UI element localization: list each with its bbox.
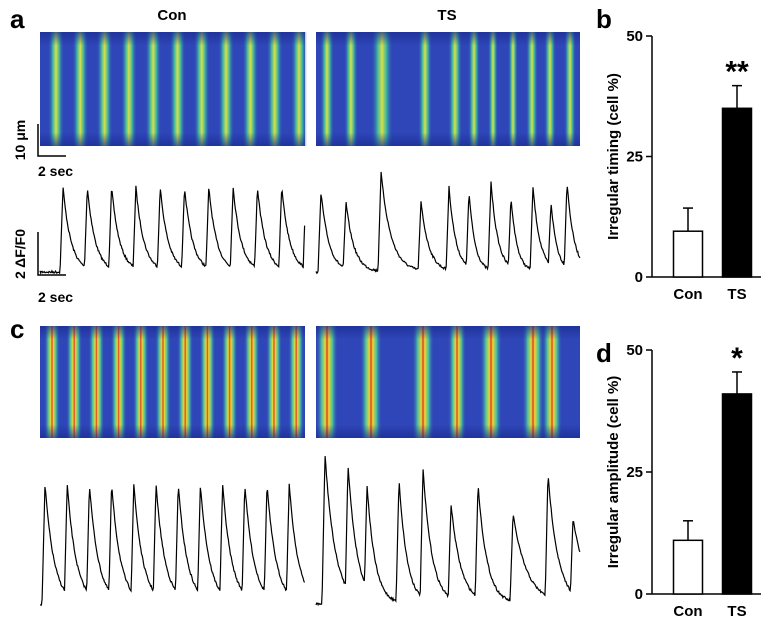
y-tick-label: 25 [626,464,643,481]
panel-label: a [10,4,25,34]
x-tick-label: Con [673,603,702,620]
annotation: ** [725,56,749,89]
y-tick-label: 50 [626,28,643,45]
trace [315,456,581,607]
trace [39,185,306,275]
panel-label: c [10,314,24,344]
panel-label: d [596,338,612,368]
bar [721,107,753,278]
bar-chart: 0 25 50 Irregular timing (cell %) Con TS ** [605,28,761,303]
x-tick-label: TS [727,603,746,620]
column-title: Con [157,7,186,24]
scan-edge [316,326,580,438]
trace [315,171,581,274]
bar [672,539,704,595]
traces [39,171,581,607]
scale-bars [37,124,66,276]
panel-label: b [596,4,612,34]
y-axis-label: Irregular amplitude (cell %) [605,376,622,569]
scale-bar [37,232,66,276]
y-axis-label: Irregular timing (cell %) [605,73,622,240]
scan-edge [40,32,305,146]
bar [672,230,704,278]
x-tick-label: Con [673,286,702,303]
line-scans [40,32,580,438]
scale-label: 2 sec [38,289,73,305]
x-tick-label: TS [727,286,746,303]
y-tick-label: 0 [635,269,643,286]
scale-bar [37,124,66,157]
scale-label: 10 μm [12,120,28,160]
scale-label: 2 sec [38,163,73,179]
scan-edge [316,32,580,146]
scan-edge [40,326,305,438]
y-tick-label: 0 [635,586,643,603]
scale-label: 2 ΔF/F0 [12,229,28,279]
column-title: TS [437,7,456,24]
y-tick-label: 25 [626,149,643,166]
y-tick-label: 50 [626,342,643,359]
annotation: * [731,342,743,375]
bar [721,393,753,595]
trace [39,483,306,606]
